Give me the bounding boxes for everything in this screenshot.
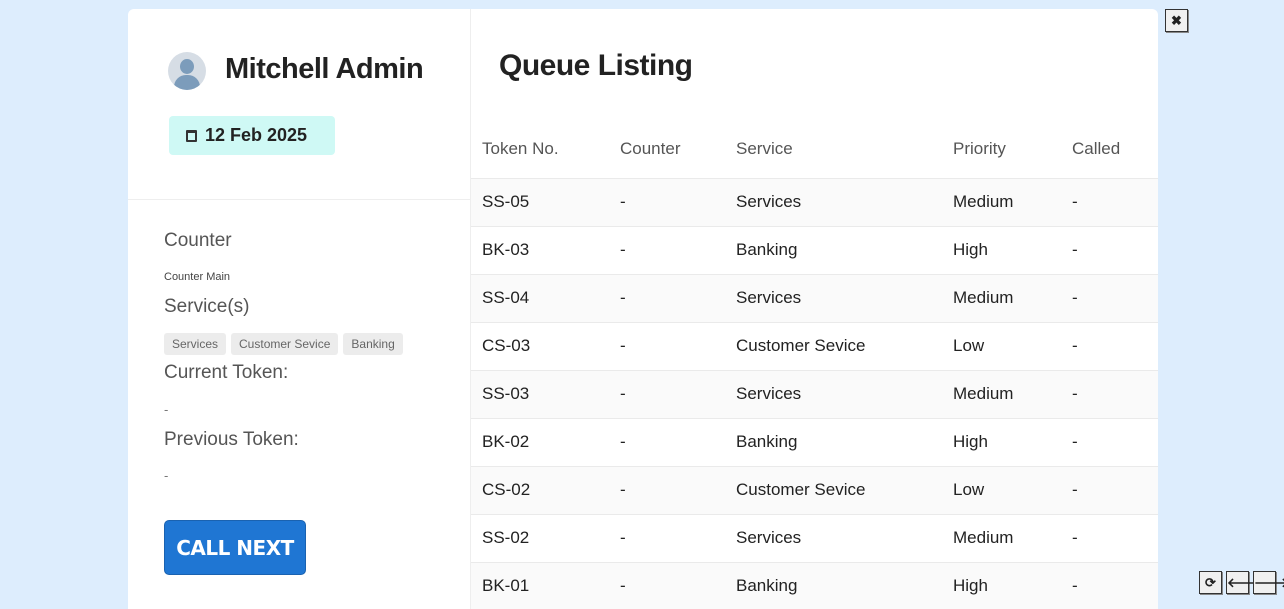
- cell-service: Services: [725, 177, 942, 226]
- user-name: Mitchell Admin: [225, 53, 424, 85]
- cell-counter: -: [609, 561, 725, 609]
- cell-called: -: [1061, 273, 1158, 322]
- cell-called: -: [1061, 417, 1158, 466]
- cell-priority: High: [942, 561, 1061, 609]
- cell-priority: Low: [942, 465, 1061, 514]
- cell-priority: Medium: [942, 369, 1061, 418]
- current-token-value: -: [164, 402, 169, 417]
- cell-service: Banking: [725, 417, 942, 466]
- table-row[interactable]: SS-03- Services Medium -: [471, 369, 1158, 418]
- cell-called: -: [1061, 513, 1158, 562]
- cell-counter: -: [609, 273, 725, 322]
- counter-panel: Mitchell Admin 12 Feb 2025 Counter Count…: [128, 9, 471, 609]
- cell-priority: Low: [942, 321, 1061, 370]
- cell-counter: -: [609, 225, 725, 274]
- divider: [128, 199, 471, 200]
- cell-token: CS-03: [471, 321, 609, 370]
- cell-priority: High: [942, 417, 1061, 466]
- cell-token: BK-01: [471, 561, 609, 609]
- counter-value: Counter Main: [164, 271, 231, 283]
- col-called: Called: [1072, 138, 1121, 158]
- close-button[interactable]: ✖: [1165, 9, 1188, 32]
- table-row[interactable]: CS-03- Customer Sevice Low -: [471, 321, 1158, 370]
- cell-priority: Medium: [942, 177, 1061, 226]
- cell-token: BK-03: [471, 225, 609, 274]
- table-header: Token No. Counter Service Priority Calle…: [471, 120, 1158, 178]
- table-row[interactable]: CS-02- Customer Sevice Low -: [471, 465, 1158, 514]
- cell-called: -: [1061, 177, 1158, 226]
- cell-called: -: [1061, 369, 1158, 418]
- col-token: Token No.: [482, 138, 559, 158]
- queue-table: Token No. Counter Service Priority Calle…: [471, 120, 1158, 609]
- col-priority: Priority: [953, 138, 1006, 158]
- cell-priority: High: [942, 225, 1061, 274]
- previous-token-label: Previous Token:: [164, 429, 299, 450]
- cell-token: SS-02: [471, 513, 609, 562]
- service-tag: Customer Sevice: [231, 333, 339, 355]
- service-tag: Services: [164, 333, 227, 355]
- table-row[interactable]: SS-04- Services Medium -: [471, 273, 1158, 322]
- table-row[interactable]: BK-01- Banking High -: [471, 561, 1158, 609]
- cell-service: Services: [725, 513, 942, 562]
- cell-called: -: [1061, 465, 1158, 514]
- cell-called: -: [1061, 225, 1158, 274]
- cell-service: Banking: [725, 561, 942, 609]
- cell-priority: Medium: [942, 513, 1061, 562]
- queue-card: Mitchell Admin 12 Feb 2025 Counter Count…: [128, 9, 1158, 609]
- page-title: Queue Listing: [499, 49, 693, 82]
- cell-counter: -: [609, 177, 725, 226]
- counter-label: Counter: [164, 230, 232, 251]
- cell-service: Customer Sevice: [725, 465, 942, 514]
- cell-counter: -: [609, 417, 725, 466]
- table-row[interactable]: SS-05- Services Medium -: [471, 177, 1158, 226]
- service-tags: Services Customer Sevice Banking: [164, 333, 403, 355]
- cell-priority: Medium: [942, 273, 1061, 322]
- cell-token: SS-04: [471, 273, 609, 322]
- cell-token: CS-02: [471, 465, 609, 514]
- current-token-label: Current Token:: [164, 362, 289, 383]
- cell-called: -: [1061, 561, 1158, 609]
- cell-service: Customer Sevice: [725, 321, 942, 370]
- date-badge: 12 Feb 2025: [169, 116, 335, 155]
- avatar: [168, 52, 206, 90]
- cell-service: Services: [725, 369, 942, 418]
- cell-service: Banking: [725, 225, 942, 274]
- table-row[interactable]: BK-03- Banking High -: [471, 225, 1158, 274]
- cell-counter: -: [609, 321, 725, 370]
- date-text: 12 Feb 2025: [205, 125, 308, 145]
- cell-counter: -: [609, 465, 725, 514]
- cell-token: SS-03: [471, 369, 609, 418]
- cell-called: -: [1061, 321, 1158, 370]
- call-next-button[interactable]: CALL NEXT: [164, 520, 306, 575]
- next-button[interactable]: 🡒: [1253, 571, 1284, 594]
- calendar-icon: [186, 130, 197, 142]
- refresh-button[interactable]: ⟳: [1199, 571, 1222, 594]
- col-service: Service: [736, 138, 793, 158]
- cell-token: SS-05: [471, 177, 609, 226]
- cell-counter: -: [609, 369, 725, 418]
- cell-counter: -: [609, 513, 725, 562]
- previous-token-value: -: [164, 468, 169, 483]
- service-tag: Banking: [343, 333, 403, 355]
- previous-button[interactable]: 🡐: [1226, 571, 1262, 594]
- cell-service: Services: [725, 273, 942, 322]
- cell-token: BK-02: [471, 417, 609, 466]
- services-label: Service(s): [164, 296, 250, 317]
- col-counter: Counter: [620, 138, 681, 158]
- table-row[interactable]: BK-02- Banking High -: [471, 417, 1158, 466]
- table-row[interactable]: SS-02- Services Medium -: [471, 513, 1158, 562]
